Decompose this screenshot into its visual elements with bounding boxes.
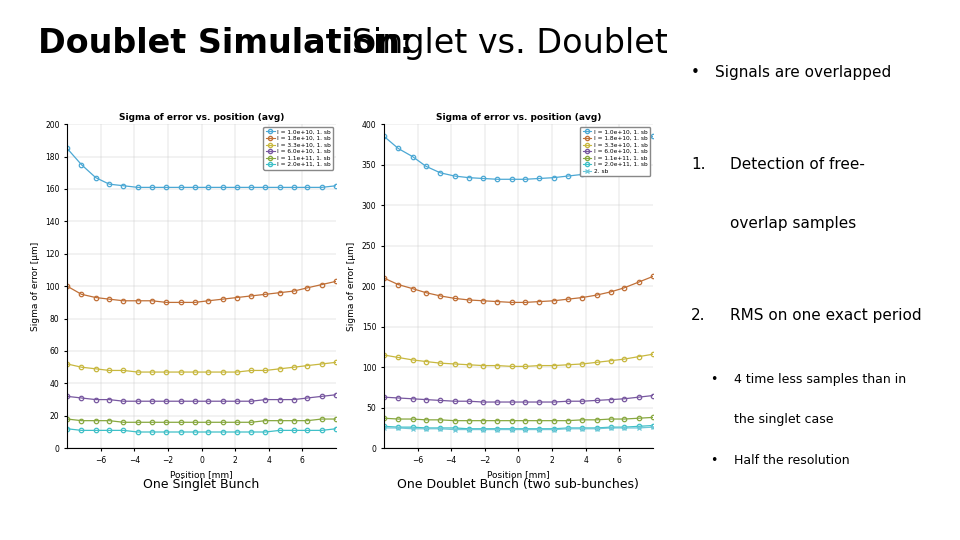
Y-axis label: Sigma of error [µm]: Sigma of error [µm] — [348, 241, 356, 331]
Title: Sigma of error vs. position (avg): Sigma of error vs. position (avg) — [119, 113, 284, 122]
Text: Half the resolution: Half the resolution — [734, 454, 850, 467]
Text: Signals are overlapped: Signals are overlapped — [715, 65, 892, 80]
Text: the singlet case: the singlet case — [734, 413, 834, 426]
Text: 1.: 1. — [691, 157, 706, 172]
Text: 4 time less samples than in: 4 time less samples than in — [734, 373, 906, 386]
Text: Doublet Simulation:: Doublet Simulation: — [38, 27, 414, 60]
Text: One Doublet Bunch (two sub-bunches): One Doublet Bunch (two sub-bunches) — [397, 478, 639, 491]
Text: overlap samples: overlap samples — [730, 216, 856, 231]
Text: Singlet vs. Doublet: Singlet vs. Doublet — [341, 27, 667, 60]
Legend: I = 1.0e+10, 1. sb, I = 1.8e+10, 1. sb, I = 3.3e+10, 1. sb, I = 6.0e+10, 1. sb, : I = 1.0e+10, 1. sb, I = 1.8e+10, 1. sb, … — [580, 127, 650, 176]
Text: Detection of free-: Detection of free- — [730, 157, 864, 172]
Text: •: • — [691, 65, 700, 80]
Text: •: • — [710, 454, 718, 467]
Text: One Singlet Bunch: One Singlet Bunch — [143, 478, 260, 491]
Text: 2.: 2. — [691, 308, 706, 323]
Title: Sigma of error vs. position (avg): Sigma of error vs. position (avg) — [436, 113, 601, 122]
Text: •: • — [710, 373, 718, 386]
X-axis label: Position [mm]: Position [mm] — [487, 470, 550, 480]
Text: RMS on one exact period: RMS on one exact period — [730, 308, 922, 323]
Y-axis label: Sigma of error [µm]: Sigma of error [µm] — [31, 241, 39, 331]
Legend: I = 1.0e+10, 1. sb, I = 1.8e+10, 1. sb, I = 3.3e+10, 1. sb, I = 6.0e+10, 1. sb, : I = 1.0e+10, 1. sb, I = 1.8e+10, 1. sb, … — [263, 127, 333, 170]
X-axis label: Position [mm]: Position [mm] — [170, 470, 233, 480]
